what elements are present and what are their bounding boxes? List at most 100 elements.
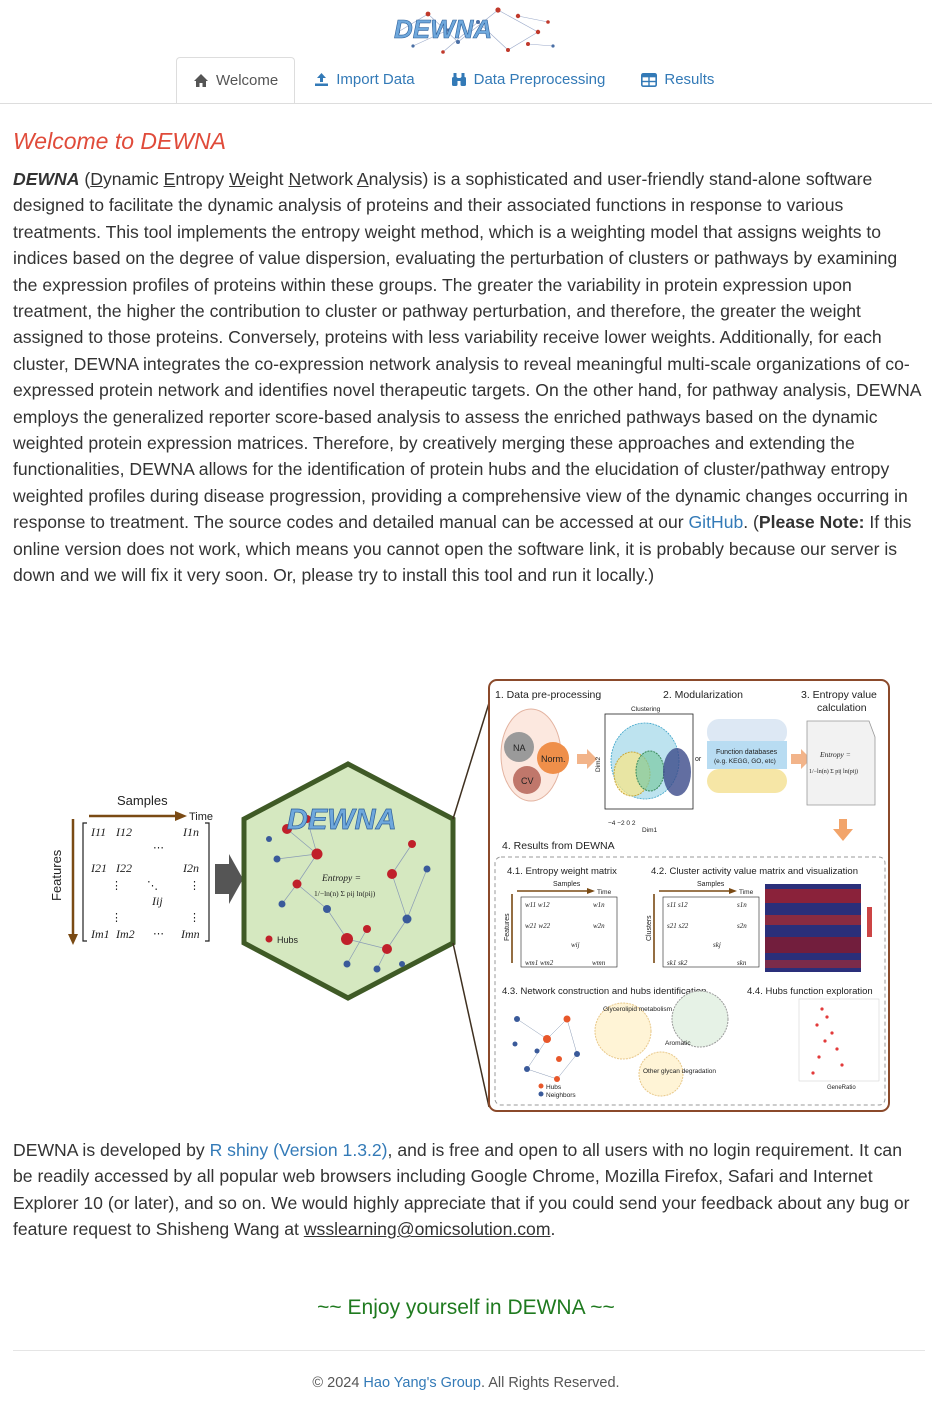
hex-logo: DEWNA [287,804,397,836]
zoom-line-top [452,702,490,820]
acronym-e: E [163,169,176,189]
svg-text:s21 s22: s21 s22 [667,922,689,930]
intro-after-link: . ( [743,512,759,533]
about-text-2: , and is free and open to all users with… [13,1140,910,1240]
acronym-entropy: ntropy [175,169,230,189]
input-matrix: Samples Time Features I11 I12 I1n I21 I2… [49,793,213,945]
net-hubs-label: Hubs [546,1084,562,1091]
page-title: Welcome to DEWNA [13,128,227,154]
svg-text:sk1 sk2: sk1 sk2 [667,959,688,967]
workflow-figure: Samples Time Features I11 I12 I1n I21 I2… [49,679,890,1112]
panel-formula: 1/−ln(n) Σ pij ln(pij) [809,768,858,775]
group-link[interactable]: Hao Yang's Group [363,1375,481,1391]
hex-formula: 1/−ln(n) Σ pij ln(pij) [314,889,376,898]
c-samples-label: Samples [697,881,725,888]
intro-text: is a sophisticated and user-friendly sta… [13,169,921,533]
aromatic-label: Aromatic [665,1040,691,1047]
flow-arrow [215,854,243,904]
net-neighbors-label: Neighbors [546,1092,576,1099]
github-link[interactable]: GitHub [688,512,744,533]
svg-text:⋱: ⋱ [147,880,158,892]
app-header: DEWNA Welcome Import Data Data Preproces… [0,0,932,104]
enjoy-message: ~~ Enjoy yourself in DEWNA ~~ [317,1296,615,1319]
svg-text:wmn: wmn [592,959,606,967]
matrix-cell: I22 [115,861,132,875]
rshiny-link[interactable]: R shiny (Version 1.3.2) [209,1140,388,1160]
matrix-cell: I11 [90,825,106,839]
tab-results-label: Results [664,71,715,88]
svg-text:⋮: ⋮ [189,912,200,924]
tab-data-preprocessing[interactable]: Data Preprocessing [434,57,623,101]
fdb-label-b: (e.g. KEGG, GO, etc) [714,758,776,765]
svg-text:wm1 wm2: wm1 wm2 [525,959,554,967]
matrix-cell: Iij [151,894,163,908]
svg-text:s1n: s1n [737,901,747,909]
note-text: If this online version does not work, wh… [13,512,912,586]
na-label: NA [513,743,526,753]
w-features-label: Features [504,913,511,941]
step41-label: 4.1. Entropy weight matrix [507,866,617,877]
dim2-label: Dim2 [595,756,602,772]
tab-results[interactable]: Results [624,57,731,101]
matrix-cell: Im1 [90,927,110,941]
acronym-dynamic: ynamic [102,169,164,189]
logo-text: DEWNA [394,14,492,44]
dewna-logo[interactable]: DEWNA [388,2,558,58]
email-link[interactable]: wsslearning@omicsolution.com [303,1219,551,1240]
matrix-cell: I2n [182,861,199,875]
acronym-analysis: nalysis [368,169,423,189]
svg-text:wij: wij [571,941,580,949]
about-paragraph: DEWNA is developed by R shiny (Version 1… [13,1137,925,1243]
matrix-bracket-left [82,822,87,942]
svg-text:−4 −2 0 2: −4 −2 0 2 [608,820,636,827]
note-label: Please Note: [758,512,865,533]
c-clusters-label: Clusters [646,915,653,941]
step44-label: 4.4. Hubs function exploration [747,986,873,997]
svg-text:skn: skn [737,959,747,967]
svg-text:⋯: ⋯ [153,928,164,940]
zoom-line-bottom [452,942,490,1108]
norm-label: Norm. [541,754,566,764]
hex-hubs-label: Hubs [277,935,299,945]
matrix-cell: Im2 [115,927,135,941]
footer: © 2024 Hao Yang's Group. All Rights Rese… [0,1375,932,1391]
panel-entropy-label: Entropy = [819,750,851,759]
c-time-label: Time [739,889,754,896]
step2-label: 2. Modularization [663,689,743,701]
tab-welcome[interactable]: Welcome [176,57,296,103]
main-nav: Welcome Import Data Data Preprocessing R… [176,57,733,103]
step4-label: 4. Results from DEWNA [502,840,615,852]
home-icon [193,73,209,88]
footer-divider [13,1350,925,1351]
intro-lead: DEWNA [13,169,80,189]
acronym-weight: eight [245,169,289,189]
tab-import-data[interactable]: Import Data [297,57,431,101]
matrix-cell: Imn [180,927,200,941]
features-arrowhead [68,934,78,945]
step3-label-b: calculation [817,702,867,714]
matrix-cell: I21 [90,861,107,875]
welcome-section: Welcome to DEWNA DEWNA (Dynamic Entropy … [13,124,925,589]
step1-label: 1. Data pre-processing [495,689,601,701]
acronym-open: ( [84,169,91,189]
svg-text:w11 w12: w11 w12 [525,901,550,909]
step3-label-a: 3. Entropy value [801,689,877,701]
samples-arrowhead [175,811,187,821]
acronym-d: D [90,169,103,189]
acronym-network: etwork [301,169,357,189]
about-text-3: . [550,1219,556,1240]
acronym-a: A [356,169,369,189]
upload-icon [314,72,329,87]
matrix-time-label: Time [189,811,213,823]
svg-text:⋮: ⋮ [189,880,200,892]
acronym-close: ) [422,169,429,189]
svg-text:w1n: w1n [593,901,605,909]
matrix-features-label: Features [49,849,64,901]
other-glycan-label: Other glycan degradation [643,1068,716,1075]
gene-ratio-label: GeneRatio [827,1085,856,1091]
intro-paragraph: DEWNA (Dynamic Entropy Weight Network An… [13,166,925,589]
svg-text:s11 s12: s11 s12 [667,901,688,909]
acronym-w: W [229,169,246,189]
svg-text:⋯: ⋯ [153,842,164,854]
dim1-label: Dim1 [642,827,658,834]
